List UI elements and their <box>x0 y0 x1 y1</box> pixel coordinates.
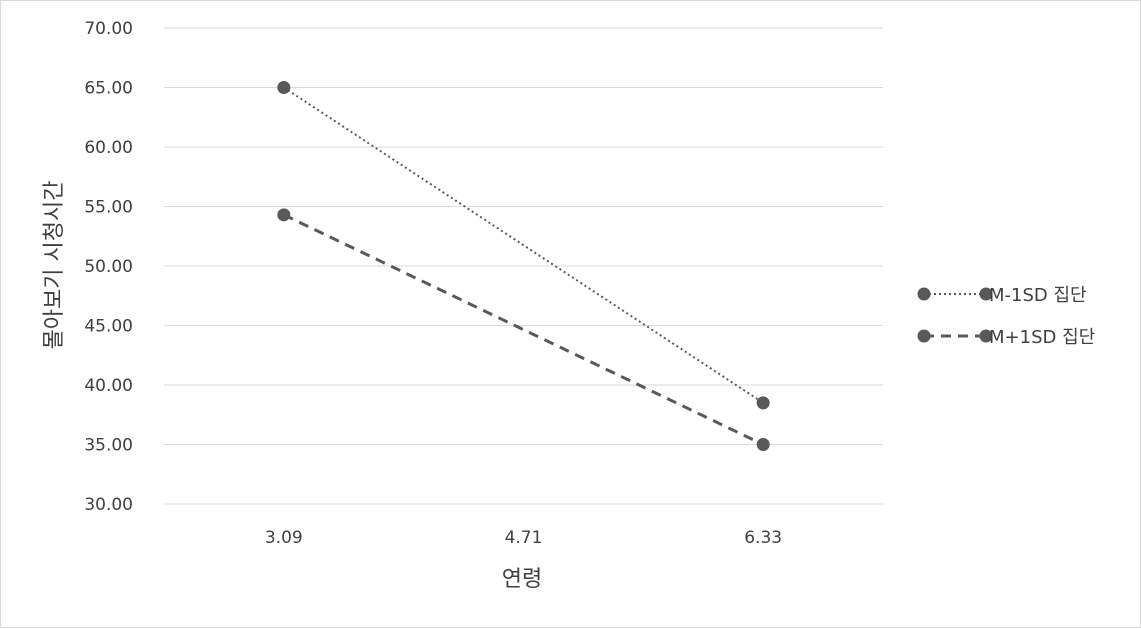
series-1 <box>277 81 770 410</box>
data-point <box>756 396 770 410</box>
data-point <box>756 438 770 451</box>
legend-entry: M+1SD 집단 <box>917 327 1095 348</box>
legend-marker <box>979 329 993 343</box>
y-tick-label: 35.00 <box>84 436 133 456</box>
y-tick-label: 30.00 <box>84 495 133 515</box>
x-axis-ticks: 3.09 4.71 6.33 <box>265 528 782 548</box>
series-lines <box>277 81 770 451</box>
data-point <box>277 208 291 222</box>
gridlines <box>164 27 883 505</box>
series-2 <box>277 208 770 451</box>
x-tick-label: 3.09 <box>265 528 303 548</box>
legend-label: M-1SD 집단 <box>989 285 1087 306</box>
series-line <box>283 86 764 404</box>
y-axis-title: 몰아보기 시청시간 <box>42 181 67 350</box>
y-tick-label: 45.00 <box>84 317 133 337</box>
y-tick-label: 70.00 <box>84 19 133 39</box>
data-point <box>277 81 291 94</box>
legend-label: M+1SD 집단 <box>989 327 1095 348</box>
legend: M-1SD 집단 M+1SD 집단 <box>917 285 1095 348</box>
y-tick-label: 65.00 <box>84 79 133 99</box>
y-tick-label: 55.00 <box>84 198 133 218</box>
y-tick-label: 60.00 <box>84 138 133 158</box>
legend-marker <box>979 287 993 301</box>
x-axis-title: 연령 <box>502 567 542 592</box>
y-axis-ticks: 30.00 35.00 40.00 45.00 50.00 55.00 60.00 65.00… <box>84 19 133 515</box>
legend-entry: M-1SD 집단 <box>917 285 1087 306</box>
y-tick-label: 40.00 <box>84 376 133 396</box>
x-tick-label: 4.71 <box>505 528 543 548</box>
series-line <box>283 213 764 446</box>
legend-marker <box>917 287 931 301</box>
y-tick-label: 50.00 <box>84 257 133 277</box>
legend-marker <box>917 329 931 343</box>
x-tick-label: 6.33 <box>744 528 782 548</box>
